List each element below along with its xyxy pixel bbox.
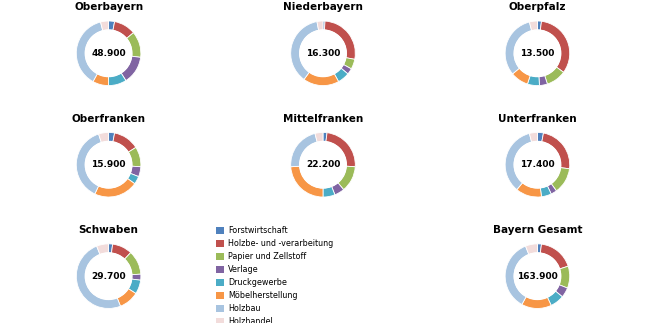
Text: 22.200: 22.200 xyxy=(306,160,340,169)
Wedge shape xyxy=(556,285,567,297)
Wedge shape xyxy=(128,147,141,167)
Text: 163.900: 163.900 xyxy=(517,272,557,281)
Wedge shape xyxy=(125,253,141,275)
Wedge shape xyxy=(317,21,323,30)
Circle shape xyxy=(300,141,346,188)
Wedge shape xyxy=(530,21,537,31)
Wedge shape xyxy=(526,244,537,255)
Wedge shape xyxy=(323,21,325,30)
Circle shape xyxy=(85,30,132,77)
Wedge shape xyxy=(334,68,348,82)
Text: 13.500: 13.500 xyxy=(520,49,555,58)
Wedge shape xyxy=(128,279,141,294)
Wedge shape xyxy=(132,274,141,280)
Circle shape xyxy=(514,30,561,77)
Legend: Forstwirtschaft, Holzbe- und -verarbeitung, Papier und Zellstoff, Verlage, Druck: Forstwirtschaft, Holzbe- und -verarbeitu… xyxy=(214,224,335,323)
Wedge shape xyxy=(291,22,318,79)
Wedge shape xyxy=(341,65,351,74)
Wedge shape xyxy=(324,21,355,59)
Wedge shape xyxy=(540,186,551,197)
Wedge shape xyxy=(547,183,556,194)
Title: Oberbayern: Oberbayern xyxy=(74,2,143,12)
Title: Schwaben: Schwaben xyxy=(79,225,138,235)
Wedge shape xyxy=(505,133,532,190)
Wedge shape xyxy=(537,21,541,30)
Wedge shape xyxy=(109,21,114,30)
Wedge shape xyxy=(539,75,547,86)
Wedge shape xyxy=(304,72,339,86)
Wedge shape xyxy=(93,74,109,86)
Wedge shape xyxy=(109,132,114,142)
Text: 17.400: 17.400 xyxy=(520,160,555,169)
Wedge shape xyxy=(113,133,136,152)
Wedge shape xyxy=(331,182,344,195)
Wedge shape xyxy=(109,244,112,253)
Wedge shape xyxy=(109,73,126,86)
Wedge shape xyxy=(97,244,109,255)
Wedge shape xyxy=(99,132,109,143)
Circle shape xyxy=(514,253,561,299)
Wedge shape xyxy=(542,133,570,169)
Wedge shape xyxy=(323,132,327,142)
Wedge shape xyxy=(338,166,355,190)
Wedge shape xyxy=(117,289,136,306)
Wedge shape xyxy=(326,133,355,167)
Wedge shape xyxy=(559,266,570,288)
Wedge shape xyxy=(113,22,134,38)
Wedge shape xyxy=(344,57,355,69)
Wedge shape xyxy=(127,173,139,184)
Wedge shape xyxy=(112,244,130,259)
Wedge shape xyxy=(76,246,120,308)
Title: Bayern Gesamt: Bayern Gesamt xyxy=(493,225,582,235)
Wedge shape xyxy=(540,21,570,72)
Title: Oberfranken: Oberfranken xyxy=(72,114,145,124)
Wedge shape xyxy=(527,75,539,86)
Wedge shape xyxy=(323,186,335,197)
Wedge shape xyxy=(127,33,141,57)
Wedge shape xyxy=(512,68,530,84)
Text: 29.700: 29.700 xyxy=(91,272,126,281)
Wedge shape xyxy=(545,67,563,84)
Wedge shape xyxy=(547,291,562,305)
Wedge shape xyxy=(537,132,543,142)
Title: Niederbayern: Niederbayern xyxy=(283,2,363,12)
Circle shape xyxy=(85,141,132,188)
Wedge shape xyxy=(76,134,101,194)
Wedge shape xyxy=(530,132,537,142)
Title: Oberpfalz: Oberpfalz xyxy=(508,2,566,12)
Wedge shape xyxy=(537,244,541,253)
Title: Unterfranken: Unterfranken xyxy=(498,114,577,124)
Wedge shape xyxy=(130,166,141,177)
Circle shape xyxy=(85,253,132,299)
Circle shape xyxy=(300,30,346,77)
Circle shape xyxy=(514,141,561,188)
Text: 15.900: 15.900 xyxy=(91,160,126,169)
Wedge shape xyxy=(291,166,323,197)
Wedge shape xyxy=(540,244,568,269)
Wedge shape xyxy=(505,246,529,305)
Text: 16.300: 16.300 xyxy=(306,49,340,58)
Wedge shape xyxy=(505,22,532,74)
Wedge shape xyxy=(522,297,551,308)
Wedge shape xyxy=(95,178,135,197)
Wedge shape xyxy=(76,22,103,82)
Wedge shape xyxy=(291,133,317,167)
Wedge shape xyxy=(551,168,570,191)
Wedge shape xyxy=(315,132,323,142)
Wedge shape xyxy=(121,56,141,80)
Title: Mittelfranken: Mittelfranken xyxy=(283,114,363,124)
Wedge shape xyxy=(517,182,541,197)
Text: 48.900: 48.900 xyxy=(91,49,126,58)
Wedge shape xyxy=(101,21,109,31)
